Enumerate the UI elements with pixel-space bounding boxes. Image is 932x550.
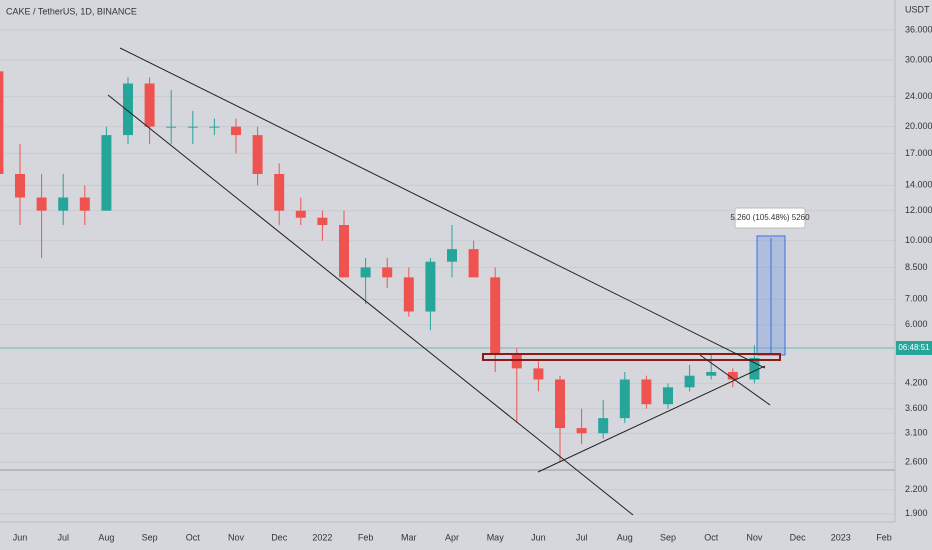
candle-body: [511, 354, 522, 369]
x-tick-label: Dec: [271, 532, 288, 542]
candle-body: [0, 71, 4, 174]
candle-body: [187, 126, 198, 128]
candle-body: [231, 126, 241, 136]
candle-body: [490, 277, 501, 355]
x-tick-label: Apr: [445, 532, 459, 542]
candle-body: [533, 368, 544, 380]
candle-body: [79, 197, 90, 211]
y-tick-label: 2.200: [905, 484, 928, 494]
trendline: [107, 94, 634, 516]
y-tick-label: 2.600: [905, 457, 928, 467]
y-tick-label: 4.200: [905, 378, 928, 388]
y-tick-label: 14.000: [905, 180, 932, 190]
x-tick-label: Jul: [57, 532, 69, 542]
y-tick-label: 3.600: [905, 403, 928, 413]
candle-body: [663, 387, 673, 405]
candle-body: [576, 428, 587, 434]
candle-body: [317, 217, 328, 225]
x-tick-label: Aug: [98, 532, 114, 542]
candle-body: [15, 173, 25, 198]
candle-body: [252, 135, 263, 174]
candle-body: [144, 83, 155, 127]
y-tick-label: 3.100: [905, 428, 928, 438]
candle-body: [295, 210, 306, 218]
x-tick-label: Feb: [876, 532, 892, 542]
x-tick-label: Mar: [401, 532, 417, 542]
countdown-box: [896, 341, 932, 355]
candle-body: [360, 267, 371, 278]
x-tick-label: Feb: [358, 532, 374, 542]
y-tick-label: 8.500: [905, 262, 928, 272]
x-tick-label: Jun: [531, 532, 546, 542]
candle-body: [36, 197, 47, 211]
candle-body: [684, 375, 695, 388]
candle-body: [706, 372, 717, 376]
x-tick-label: Jun: [13, 532, 28, 542]
x-tick-label: Nov: [228, 532, 245, 542]
candle-body: [382, 267, 393, 278]
y-tick-label: 6.000: [905, 319, 928, 329]
x-tick-label: Sep: [660, 532, 676, 542]
candle-body: [403, 277, 414, 312]
chart-title: CAKE / TetherUS, 1D, BINANCE: [6, 6, 137, 16]
measure-label: 5.260 (105.48%) 5260: [730, 213, 810, 222]
trendline: [119, 47, 766, 369]
y-tick-label: 30.000: [905, 54, 932, 64]
candle-body: [555, 379, 565, 429]
candle-body: [58, 197, 69, 211]
x-tick-label: Jul: [576, 532, 588, 542]
y-tick-label: 36.000: [905, 24, 932, 34]
x-tick-label: 2022: [312, 532, 332, 542]
y-tick-label: 12.000: [905, 205, 932, 215]
y-tick-label: 10.000: [905, 235, 932, 245]
candle-body: [641, 379, 652, 405]
y-tick-label: 24.000: [905, 91, 932, 101]
candle-body: [598, 418, 609, 434]
resistance-box: [482, 353, 781, 361]
candle-body: [447, 249, 457, 262]
y-tick-label: 1.900: [905, 508, 928, 518]
candle-body: [468, 249, 479, 278]
trendline: [537, 365, 766, 473]
y-tick-label: 20.000: [905, 121, 932, 131]
x-tick-label: Aug: [617, 532, 633, 542]
candle-body: [425, 261, 436, 312]
countdown: 06:48:51: [898, 343, 930, 352]
x-tick-label: Nov: [746, 532, 763, 542]
x-tick-label: Dec: [790, 532, 807, 542]
y-tick-label: 17.000: [905, 148, 932, 158]
x-tick-label: Sep: [142, 532, 158, 542]
candle-body: [209, 126, 220, 128]
candle-body: [749, 358, 760, 380]
candle-body: [339, 224, 349, 278]
axis-unit: USDT: [905, 4, 930, 14]
x-tick-label: Oct: [704, 532, 719, 542]
candle-body: [101, 135, 112, 211]
candle-body: [727, 372, 738, 380]
y-tick-label: 7.000: [905, 294, 928, 304]
measure-label-box: [734, 207, 806, 229]
candle-body: [166, 126, 177, 128]
x-tick-label: May: [487, 532, 505, 542]
candle-body: [274, 173, 285, 211]
candle-body: [123, 83, 133, 136]
x-tick-label: 2023: [831, 532, 851, 542]
trendline: [699, 354, 771, 406]
x-tick-label: Oct: [186, 532, 201, 542]
candle-body: [619, 379, 630, 419]
